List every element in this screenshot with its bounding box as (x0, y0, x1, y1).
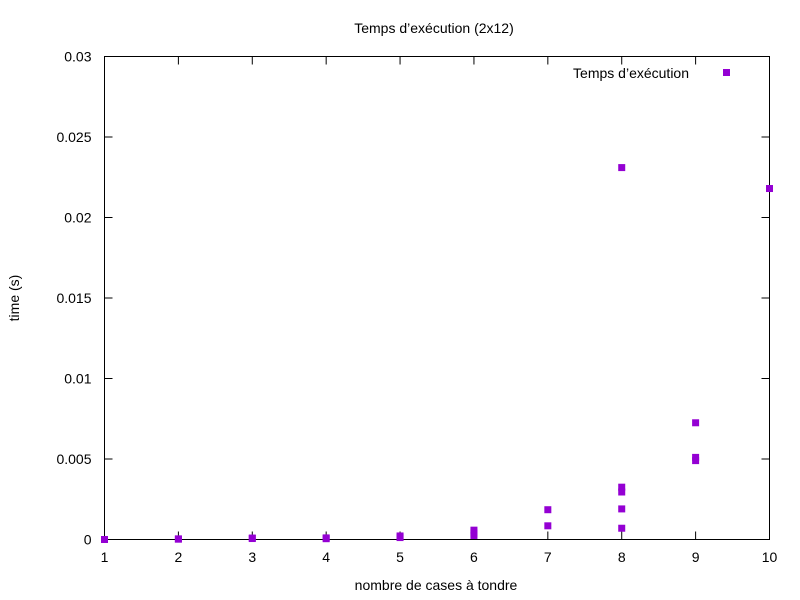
data-point (544, 506, 552, 514)
data-point (396, 532, 404, 540)
y-tick-label: 0.015 (56, 290, 91, 306)
y-tick-label: 0 (84, 532, 92, 548)
data-point (618, 488, 626, 496)
y-axis-label: time (s) (6, 275, 22, 322)
x-tick-label: 6 (470, 549, 478, 565)
data-point (618, 524, 626, 532)
data-point (766, 185, 773, 193)
data-point (470, 526, 478, 534)
legend-label: Temps d’exécution (573, 65, 689, 81)
x-tick-label: 2 (174, 549, 182, 565)
x-tick-label: 3 (248, 549, 256, 565)
x-axis-label: nombre de cases à tondre (355, 577, 518, 593)
legend-marker (723, 69, 730, 76)
data-point (101, 536, 108, 543)
data-point (322, 534, 330, 542)
plot-frame (104, 56, 770, 540)
y-tick-label: 0.03 (64, 49, 91, 65)
data-point (248, 534, 256, 542)
data-points (101, 164, 773, 543)
x-tick-label: 1 (101, 549, 109, 565)
data-point (692, 419, 700, 427)
y-tick-label: 0.025 (56, 129, 91, 145)
chart-title: Temps d’exécution (2x12) (354, 20, 514, 36)
y-tick-label: 0.005 (56, 451, 91, 467)
x-axis: 1 2 3 4 5 6 7 8 9 10 (101, 56, 778, 565)
x-tick-label: 7 (544, 549, 552, 565)
x-tick-label: 9 (692, 549, 700, 565)
data-point (692, 453, 700, 461)
data-point (618, 483, 626, 491)
x-tick-label: 5 (396, 549, 404, 565)
data-point (618, 164, 626, 172)
x-tick-label: 8 (618, 549, 626, 565)
x-tick-label: 10 (762, 549, 778, 565)
y-tick-label: 0.01 (64, 371, 91, 387)
data-point (174, 535, 182, 543)
x-tick-label: 4 (322, 549, 330, 565)
y-axis: 0 0.005 0.01 0.015 0.02 0.025 0.03 (56, 49, 770, 548)
y-tick-label: 0.02 (64, 210, 91, 226)
legend: Temps d’exécution (573, 65, 730, 81)
data-point (544, 522, 552, 530)
data-point (618, 505, 626, 513)
